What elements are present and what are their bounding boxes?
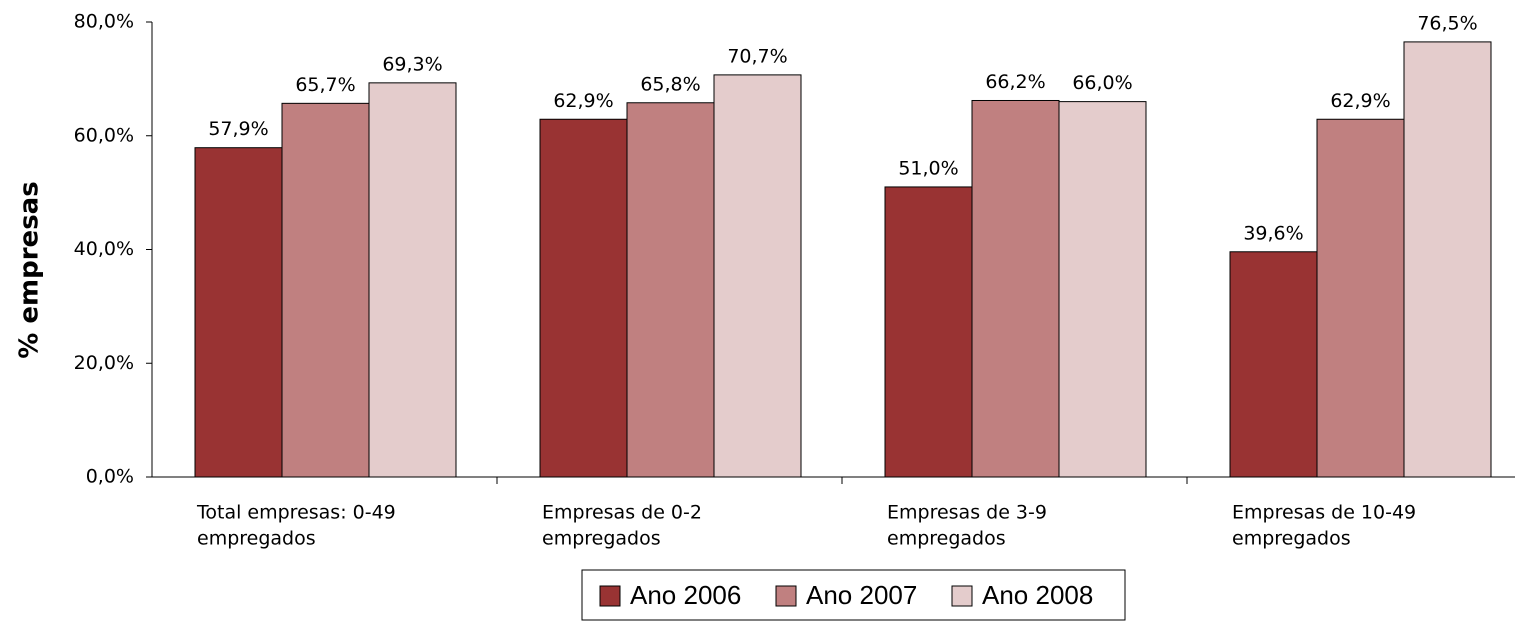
bar	[971, 99, 1060, 478]
legend-label: Ano 2008	[982, 580, 1093, 610]
value-label: 39,6%	[1243, 222, 1303, 244]
bar	[884, 186, 973, 478]
value-label: 65,8%	[640, 73, 700, 95]
y-tick-label: 40,0%	[74, 238, 134, 260]
x-tick-label: Total empresas: 0-49	[196, 502, 396, 524]
bar	[368, 82, 457, 478]
value-label: 65,7%	[295, 74, 355, 96]
legend-swatch	[951, 585, 973, 607]
value-label: 69,3%	[382, 53, 442, 75]
bar	[194, 147, 283, 478]
bar	[1229, 251, 1318, 478]
y-tick-label: 20,0%	[74, 352, 134, 374]
x-tick-label: empregados	[887, 528, 1006, 550]
value-label: 57,9%	[208, 118, 268, 140]
value-label: 70,7%	[727, 45, 787, 67]
y-tick-label: 60,0%	[74, 124, 134, 146]
y-axis-label: % empresas	[15, 181, 45, 358]
x-tick-label: empregados	[197, 528, 316, 550]
y-tick-label: 80,0%	[74, 11, 134, 33]
legend-label: Ano 2007	[806, 580, 917, 610]
value-label: 62,9%	[1330, 90, 1390, 112]
legend-box	[581, 569, 1126, 621]
x-tick-label: Empresas de 10-49	[1232, 502, 1416, 524]
value-label: 66,0%	[1072, 72, 1132, 94]
x-tick-label: Empresas de 0-2	[542, 502, 702, 524]
bar	[713, 74, 802, 478]
value-label: 76,5%	[1417, 12, 1477, 34]
x-tick-label: Empresas de 3-9	[887, 502, 1047, 524]
bar	[1403, 41, 1492, 478]
value-label: 66,2%	[985, 71, 1045, 93]
bar	[1058, 101, 1147, 478]
x-tick-label: empregados	[1232, 528, 1351, 550]
x-tick-label: empregados	[542, 528, 661, 550]
bar	[281, 102, 370, 478]
bar	[539, 118, 628, 478]
legend-swatch	[599, 585, 621, 607]
value-label: 51,0%	[898, 157, 958, 179]
value-label: 62,9%	[553, 90, 613, 112]
y-tick-label: 0,0%	[86, 466, 134, 488]
legend-swatch	[775, 585, 797, 607]
bar	[1316, 118, 1405, 478]
bar	[626, 102, 715, 478]
legend-label: Ano 2006	[630, 580, 741, 610]
